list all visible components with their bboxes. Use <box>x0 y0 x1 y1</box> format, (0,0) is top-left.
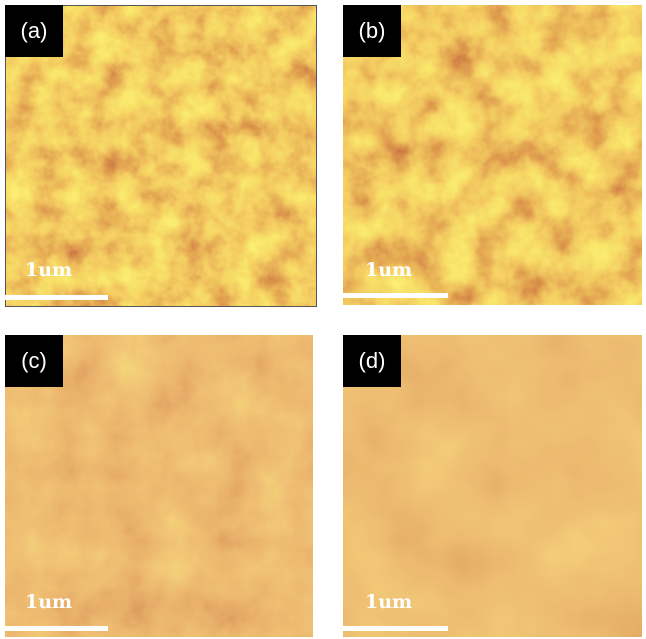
panel: (c) 1um <box>5 335 313 637</box>
scale-label: 1um <box>25 591 72 613</box>
scale-label: 1um <box>365 591 412 613</box>
panel: (a) 1um <box>5 5 317 307</box>
panel: (d) 1um <box>343 335 642 637</box>
panel-label: (a) <box>5 5 63 57</box>
scale-bar <box>343 293 448 298</box>
scale-bar <box>343 626 448 631</box>
scale-label: 1um <box>365 259 412 281</box>
panel-label: (d) <box>343 335 401 387</box>
panel-label: (c) <box>5 335 63 387</box>
scale-label: 1um <box>25 259 72 281</box>
scale-bar <box>5 295 108 300</box>
panel-label: (b) <box>343 5 401 57</box>
figure: (a) 1um (b) 1um (c) 1um (d) 1um <box>0 0 646 639</box>
panel: (b) 1um <box>343 5 642 305</box>
scale-bar <box>5 626 108 631</box>
